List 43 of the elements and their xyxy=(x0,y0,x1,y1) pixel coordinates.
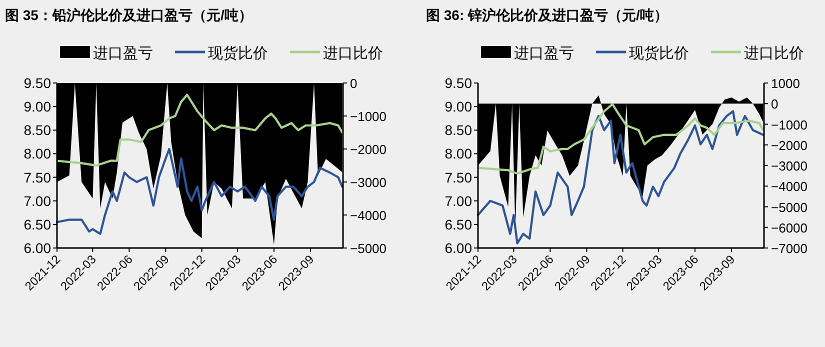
y-tick-label: 8.50 xyxy=(444,122,472,138)
y-tick-label: 6.50 xyxy=(444,216,472,232)
chart-title: 图 36: 锌沪伦比价及进口盈亏（元/吨） xyxy=(426,7,668,23)
y2-tick-label: −4000 xyxy=(771,179,808,194)
y-tick-label: 9.50 xyxy=(444,75,472,91)
y-tick-label: 7.50 xyxy=(24,169,52,186)
y2-tick-label: −3000 xyxy=(771,158,808,174)
y-tick-label: 7.50 xyxy=(444,169,472,186)
chart-title: 图 35：铅沪伦比价及进口盈亏（元/吨） xyxy=(5,7,252,23)
y2-tick-label: −3000 xyxy=(350,175,387,190)
y2-tick-label: 0 xyxy=(771,96,778,112)
y2-tick-label: −5000 xyxy=(771,200,808,215)
legend-label: 现货比价 xyxy=(208,45,268,62)
legend-label: 现货比价 xyxy=(629,45,689,62)
y-tick-label: 8.00 xyxy=(444,146,472,162)
y2-tick-label: −1000 xyxy=(350,109,387,124)
y-tick-label: 6.50 xyxy=(24,216,52,232)
y-tick-label: 9.00 xyxy=(24,98,52,115)
y-tick-label: 7.00 xyxy=(24,192,52,209)
legend-label: 进口比价 xyxy=(744,45,804,62)
y-tick-label: 6.00 xyxy=(24,240,52,256)
y-tick-label: 8.50 xyxy=(24,122,52,138)
y-tick-label: 7.00 xyxy=(444,192,472,209)
line-series xyxy=(56,148,344,235)
y2-tick-label: −7000 xyxy=(771,241,808,256)
line-series xyxy=(56,94,344,167)
y2-tick-label: 1000 xyxy=(771,76,800,91)
y2-tick-label: 0 xyxy=(350,76,358,91)
y-tick-label: 9.00 xyxy=(444,98,472,115)
line-series xyxy=(476,103,764,175)
line-series xyxy=(476,110,764,244)
y2-tick-label: −4000 xyxy=(350,208,387,223)
y2-tick-label: −2000 xyxy=(771,138,808,153)
legend-label: 进口盈亏 xyxy=(93,45,153,62)
y2-tick-label: −2000 xyxy=(350,142,387,157)
y2-tick-label: −5000 xyxy=(350,241,387,256)
y-tick-label: 9.50 xyxy=(24,75,52,91)
y2-tick-label: −1000 xyxy=(771,117,808,132)
legend-label: 进口比价 xyxy=(323,45,383,62)
y2-tick-label: −6000 xyxy=(771,220,808,236)
y-tick-label: 8.00 xyxy=(24,146,52,162)
y-tick-label: 6.00 xyxy=(444,240,472,256)
legend-label: 进口盈亏 xyxy=(514,45,574,62)
